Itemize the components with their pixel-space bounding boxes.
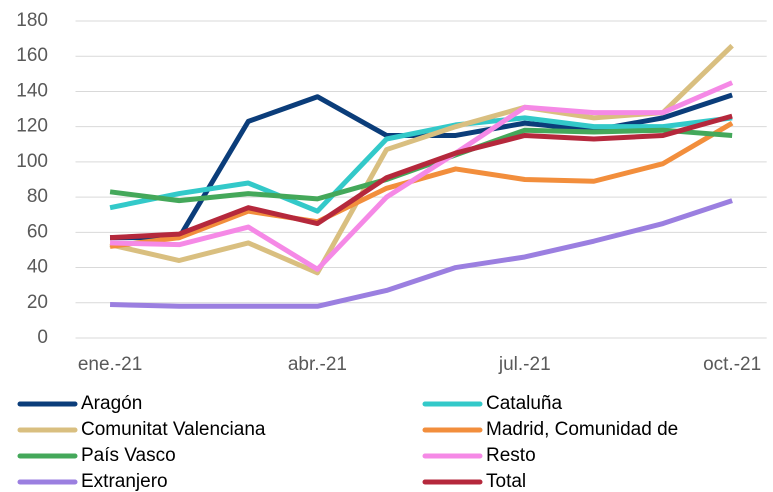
legend-label: Madrid, Comunidad de — [486, 419, 678, 440]
series-line — [109, 120, 734, 249]
y-tick-label: 180 — [16, 10, 48, 31]
legend-label: Extranjero — [81, 471, 168, 492]
y-tick-label: 40 — [27, 257, 48, 278]
legend-label: Total — [486, 471, 526, 492]
y-tick-label: 80 — [27, 186, 48, 207]
x-tick-label: jul.-21 — [498, 354, 551, 375]
y-tick-label: 60 — [27, 221, 48, 242]
series-line — [109, 113, 733, 241]
series-line — [110, 92, 733, 241]
x-tick-label: ene.-21 — [78, 354, 142, 375]
legend-label: Cataluña — [486, 393, 562, 414]
y-tick-label: 0 — [37, 327, 48, 348]
legend-label: Resto — [486, 445, 536, 466]
legend-label: Aragón — [81, 393, 142, 414]
y-tick-label: 20 — [27, 292, 48, 313]
series-line — [109, 43, 734, 276]
series-line — [109, 198, 733, 309]
y-tick-label: 100 — [16, 151, 48, 172]
series-line — [109, 80, 734, 272]
x-tick-label: abr.-21 — [288, 354, 347, 375]
y-tick-label: 140 — [16, 80, 48, 101]
y-tick-label: 160 — [16, 45, 48, 66]
legend-label: País Vasco — [81, 445, 176, 466]
legend-label: Comunitat Valenciana — [81, 419, 266, 440]
series-line — [109, 115, 733, 214]
y-tick-label: 120 — [16, 116, 48, 137]
x-tick-label: oct.-21 — [703, 354, 761, 375]
